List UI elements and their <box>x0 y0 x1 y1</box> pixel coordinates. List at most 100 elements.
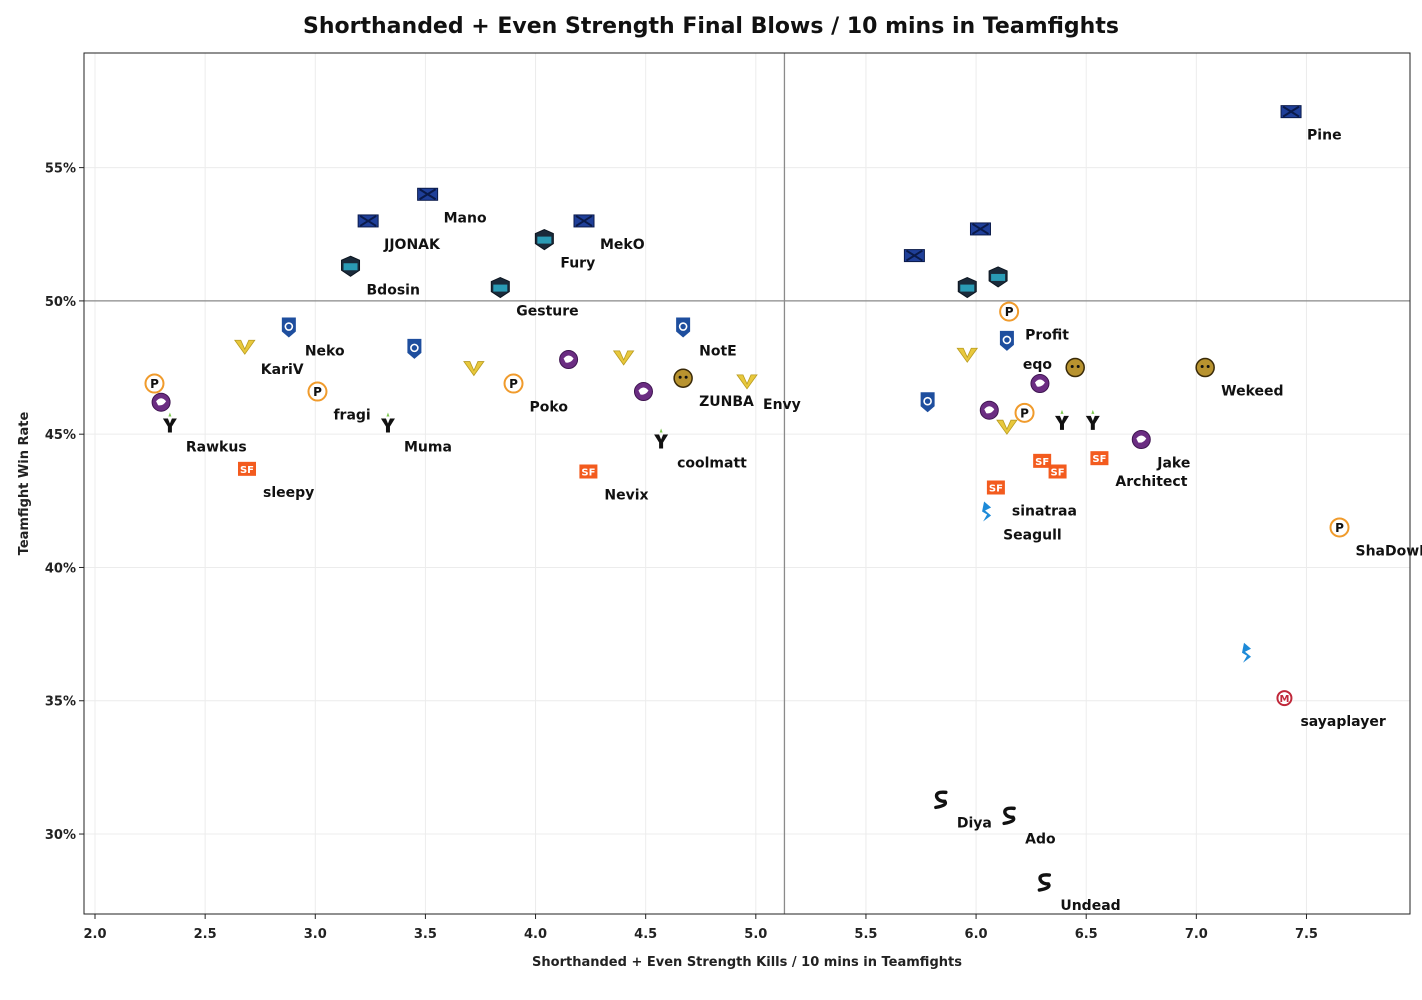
svg-text:SF: SF <box>1092 454 1106 465</box>
valiant-logo-point <box>736 374 758 390</box>
dynasty-logo-point <box>1065 357 1085 378</box>
spitfire-logo-point <box>534 229 554 251</box>
player-label: MekO <box>600 237 645 253</box>
spitfire-logo-point <box>341 255 361 277</box>
spark-logo-point <box>1002 806 1016 826</box>
svg-text:P: P <box>1335 521 1344 535</box>
fusion-logo-point: P <box>307 381 328 402</box>
fusion-logo-point: P <box>999 301 1020 322</box>
uprising-logo-point <box>999 330 1014 351</box>
player-label: Mano <box>444 210 487 226</box>
shock-logo-point: SF <box>237 461 256 476</box>
player-label: Muma <box>404 440 452 456</box>
player-label: Fury <box>560 256 595 272</box>
x-tick-label: 6.5 <box>1075 927 1098 942</box>
x-tick-label: 2.0 <box>83 927 106 942</box>
svg-text:SF: SF <box>240 465 254 476</box>
grid-layer <box>84 53 1410 914</box>
svg-text:SF: SF <box>1051 468 1065 479</box>
y-tick-label: 50% <box>45 295 76 310</box>
nyxl-logo-point <box>357 214 379 228</box>
player-label: Architect <box>1115 474 1187 490</box>
svg-text:M: M <box>1279 694 1289 705</box>
gladiators-logo-point <box>1085 409 1100 430</box>
shock-logo-point: SF <box>1048 464 1067 479</box>
uprising-logo-point <box>676 317 691 338</box>
x-tick-label: 6.0 <box>965 927 988 942</box>
mayhem-logo-point: M <box>1276 690 1293 707</box>
player-label: KariV <box>261 362 304 378</box>
dragons-logo-point <box>979 400 999 420</box>
x-tick-label: 7.0 <box>1185 927 1208 942</box>
nyxl-logo-point <box>417 187 439 201</box>
player-label: ZUNBA <box>699 394 754 410</box>
x-tick-label: 4.5 <box>634 927 657 942</box>
fusion-logo-point: P <box>503 373 524 394</box>
dragons-logo-point <box>633 382 653 402</box>
spark-logo-point <box>934 790 948 810</box>
uprising-logo-point <box>407 338 422 359</box>
axes-layer: 2.0 2.5 3.0 3.5 4.0 4.5 5.0 5.5 6.0 6.5 7.0 7.5 30% 3… <box>45 162 1318 942</box>
player-label: Diya <box>957 815 992 831</box>
gladiators-logo-point <box>654 428 669 449</box>
y-tick-label: 35% <box>45 695 76 710</box>
y-axis-title: Teamfight Win Rate <box>17 412 32 556</box>
gladiators-logo-point <box>380 412 395 433</box>
spitfire-logo-point <box>490 277 510 299</box>
y-tick-label: 30% <box>45 828 76 843</box>
player-label: coolmatt <box>677 456 747 472</box>
fusion-logo-point: P <box>1014 402 1035 423</box>
svg-text:P: P <box>313 385 322 399</box>
dragons-logo-point <box>559 350 579 370</box>
player-label: Nevix <box>604 488 648 504</box>
player-label: eqo <box>1023 357 1053 373</box>
nyxl-logo-point <box>573 214 595 228</box>
player-label: Gesture <box>516 304 578 320</box>
player-label: sleepy <box>263 485 314 501</box>
y-tick-label: 55% <box>45 162 76 177</box>
valiant-logo-point <box>956 347 979 363</box>
player-label: sayaplayer <box>1300 714 1385 730</box>
valiant-logo-point <box>612 350 635 366</box>
dynasty-logo-point <box>1195 357 1215 378</box>
dragons-logo-point <box>1030 374 1050 394</box>
x-tick-label: 5.5 <box>854 927 877 942</box>
dragons-logo-point <box>151 392 171 412</box>
y-tick-label: 40% <box>45 561 76 576</box>
valiant-logo-point <box>234 339 256 355</box>
player-label: Bdosin <box>367 282 420 298</box>
dallas-logo-point <box>1242 642 1252 663</box>
uprising-logo-point <box>281 317 296 338</box>
svg-text:P: P <box>1005 305 1014 319</box>
svg-text:SF: SF <box>989 483 1003 494</box>
dragons-logo-point <box>1131 430 1151 450</box>
player-label: NotE <box>699 344 737 360</box>
y-tick-label: 45% <box>45 428 76 443</box>
shock-logo-point: SF <box>1090 451 1109 466</box>
svg-text:SF: SF <box>581 468 595 479</box>
spark-logo-point <box>1037 873 1052 892</box>
player-label: Jake <box>1156 456 1190 472</box>
shock-logo-point: SF <box>986 480 1005 495</box>
player-label: Seagull <box>1003 527 1062 543</box>
player-label: Ado <box>1025 831 1056 847</box>
nyxl-logo-point <box>969 222 991 236</box>
gladiators-logo-point <box>1054 409 1069 430</box>
fusion-logo-point: P <box>144 373 165 394</box>
svg-text:P: P <box>150 377 159 391</box>
shock-logo-point: SF <box>1033 453 1052 468</box>
chart-title: Shorthanded + Even Strength Final Blows … <box>303 14 1119 39</box>
x-tick-label: 3.5 <box>414 927 437 942</box>
x-tick-label: 7.5 <box>1295 927 1318 942</box>
svg-text:P: P <box>1020 406 1029 420</box>
dallas-logo-point <box>982 501 992 522</box>
spitfire-logo-point <box>957 277 977 299</box>
reference-lines <box>84 53 1410 914</box>
player-label: Poko <box>530 400 569 416</box>
player-label: sinatraa <box>1012 503 1077 519</box>
player-label: Rawkus <box>186 440 247 456</box>
